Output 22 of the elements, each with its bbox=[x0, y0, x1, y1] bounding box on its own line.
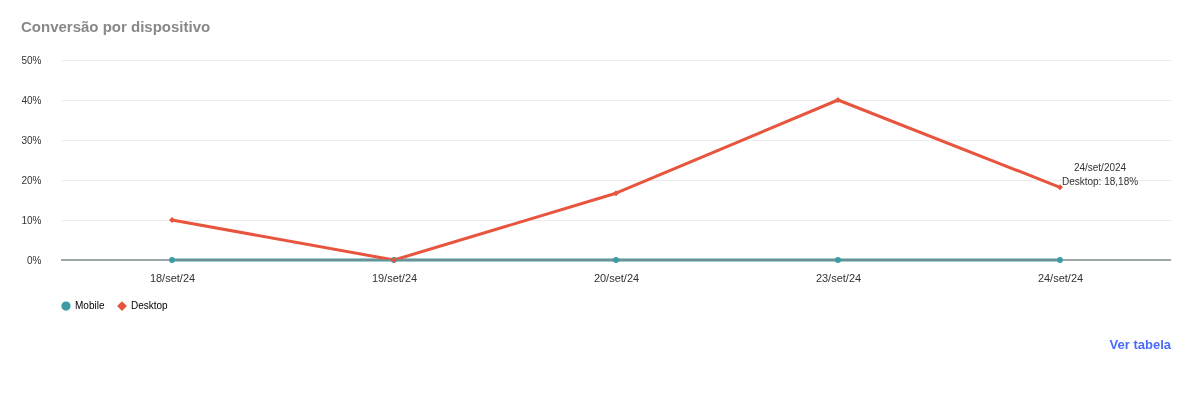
point bbox=[169, 257, 175, 263]
point bbox=[613, 257, 619, 263]
x-tick-label: 19/set/24 bbox=[371, 271, 418, 284]
x-tick-label: 18/set/24 bbox=[149, 271, 196, 284]
y-tick-label: 40% bbox=[21, 94, 42, 106]
annotation: 24/set/2024 Desktop: 18,18% bbox=[1061, 162, 1139, 188]
point bbox=[1057, 184, 1063, 191]
y-tick-label: 30% bbox=[21, 134, 42, 146]
chart-title: Conversão por dispositivo bbox=[20, 18, 211, 35]
x-tick-label: 23/set/24 bbox=[815, 271, 862, 284]
y-tick-label: 0% bbox=[27, 254, 42, 266]
x-tick-label: 20/set/24 bbox=[593, 271, 640, 284]
legend-label: Mobile bbox=[75, 300, 105, 312]
y-tick-label: 50% bbox=[21, 54, 42, 66]
text: Ver tabela bbox=[1109, 337, 1172, 352]
point bbox=[1057, 257, 1063, 263]
point bbox=[613, 190, 619, 197]
y-tick-label: 20% bbox=[21, 174, 42, 186]
legend-label: Desktop bbox=[131, 300, 169, 312]
point bbox=[835, 257, 841, 263]
y-tick-label: 10% bbox=[21, 214, 42, 226]
x-tick-label: 24/set/24 bbox=[1037, 271, 1084, 284]
